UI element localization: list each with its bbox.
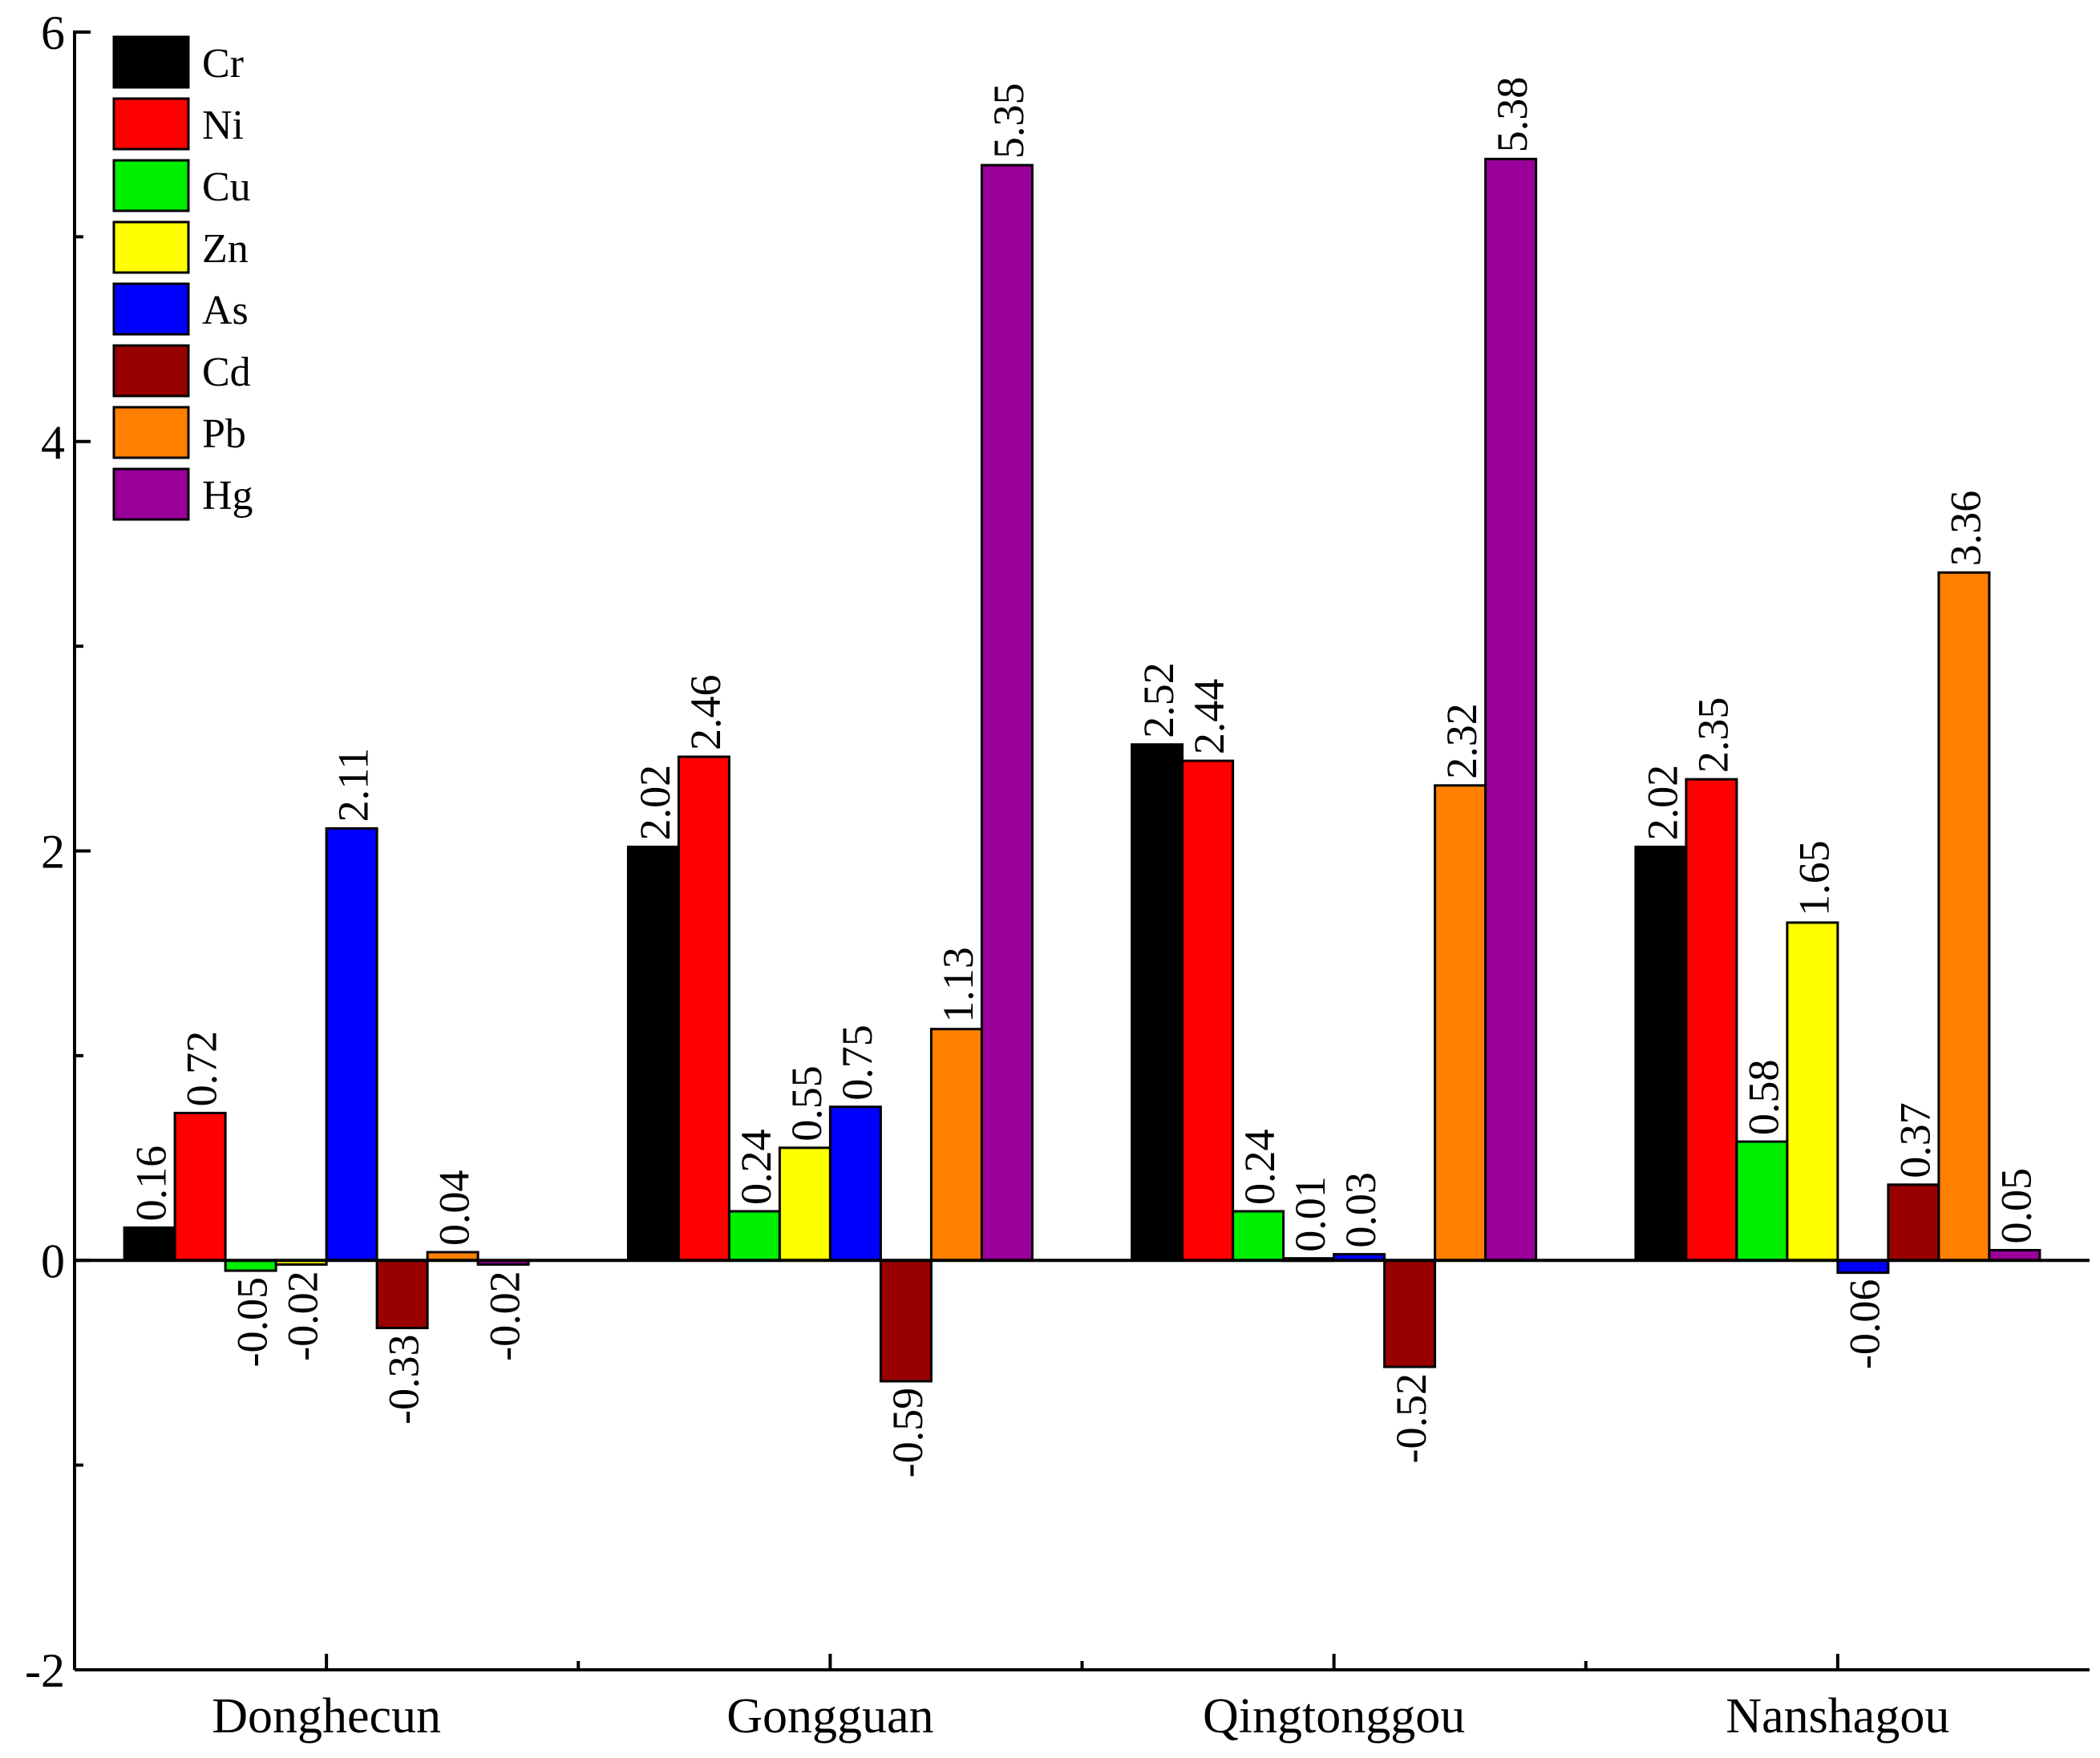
- axes-layer: -2 0 2 4 6 Donghecun Gongguan Qingtonggou Nansha…: [25, 6, 2090, 1744]
- data-label-cu-nanshagou: 0.58: [1739, 1060, 1787, 1136]
- bar-ni-gongguan: [677, 755, 730, 1262]
- bar-as-gongguan: [828, 1105, 882, 1262]
- y-tick-label: 6: [41, 6, 65, 59]
- data-label-zn-nanshagou: 1.65: [1790, 840, 1838, 916]
- bars-layer: [123, 157, 2041, 1383]
- legend-swatch-cd: [112, 344, 190, 398]
- bar-hg-gongguan: [980, 164, 1034, 1262]
- data-label-pb-nanshagou: 3.36: [1941, 491, 1989, 567]
- x-tick-label-nanshagou: Nanshagou: [1726, 1689, 1949, 1744]
- legend: Cr Ni Cu Zn As Cd Pb Hg: [112, 35, 253, 521]
- data-label-cd-donghecun: -0.33: [380, 1335, 428, 1425]
- legend-swatch-cu: [112, 159, 190, 212]
- data-label-ni-nanshagou: 2.35: [1689, 697, 1737, 774]
- bar-cd-qingtonggou: [1383, 1259, 1437, 1368]
- y-tick-label: 4: [41, 416, 65, 469]
- data-label-hg-qingtonggou: 5.38: [1488, 77, 1536, 153]
- bar-ni-nanshagou: [1685, 778, 1738, 1262]
- y-tick-label: 0: [41, 1235, 65, 1287]
- data-label-zn-donghecun: -0.02: [279, 1271, 327, 1360]
- data-label-cr-gongguan: 2.02: [631, 765, 679, 841]
- legend-label-ni: Ni: [202, 103, 244, 148]
- y-tick-label: 2: [41, 826, 65, 879]
- bar-cd-donghecun: [375, 1259, 429, 1330]
- data-label-zn-qingtonggou: 0.01: [1286, 1176, 1334, 1252]
- data-label-cr-nanshagou: 2.02: [1638, 765, 1686, 841]
- data-label-hg-nanshagou: 0.05: [1992, 1168, 2040, 1244]
- legend-swatch-ni: [112, 97, 190, 151]
- x-tick-label-qingtonggou: Qingtonggou: [1203, 1689, 1465, 1744]
- bar-ni-qingtonggou: [1181, 759, 1235, 1262]
- data-label-ni-donghecun: 0.72: [178, 1031, 226, 1107]
- data-label-as-donghecun: 2.11: [330, 748, 378, 822]
- bar-hg-qingtonggou: [1484, 157, 1538, 1262]
- legend-swatch-pb: [112, 406, 190, 459]
- data-label-ni-qingtonggou: 2.44: [1185, 679, 1233, 755]
- bar-cr-qingtonggou: [1131, 743, 1184, 1262]
- bar-cu-nanshagou: [1735, 1140, 1789, 1262]
- legend-label-hg: Hg: [202, 473, 253, 519]
- data-label-cr-qingtonggou: 2.52: [1135, 662, 1183, 738]
- data-label-cu-donghecun: -0.05: [229, 1277, 277, 1367]
- legend-swatch-as: [112, 282, 190, 336]
- bar-ni-donghecun: [173, 1111, 227, 1262]
- y-tick-label: -2: [25, 1644, 65, 1697]
- data-label-zn-gongguan: 0.55: [783, 1065, 831, 1142]
- bar-cd-gongguan: [879, 1259, 933, 1383]
- data-label-ni-gongguan: 2.46: [682, 675, 730, 751]
- legend-swatch-zn: [112, 220, 190, 274]
- data-label-cd-gongguan: -0.59: [884, 1388, 932, 1477]
- bar-as-nanshagou: [1836, 1259, 1890, 1275]
- bar-cr-nanshagou: [1634, 845, 1688, 1262]
- legend-label-cu: Cu: [202, 164, 251, 210]
- bar-pb-nanshagou: [1937, 571, 1991, 1262]
- bar-cu-gongguan: [727, 1210, 781, 1262]
- bar-pb-qingtonggou: [1434, 784, 1487, 1262]
- legend-label-cr: Cr: [202, 41, 244, 87]
- bar-cr-donghecun: [123, 1226, 176, 1262]
- data-labels-layer: 0.16 2.02 2.52 2.02 0.72 2.46 2.44 2.35 -0.05 0.2…: [127, 77, 2041, 1478]
- data-label-cd-nanshagou: 0.37: [1891, 1102, 1939, 1178]
- data-label-as-nanshagou: -0.06: [1840, 1279, 1888, 1369]
- legend-label-pb: Pb: [202, 411, 246, 457]
- data-label-cd-qingtonggou: -0.52: [1387, 1373, 1435, 1463]
- bar-pb-gongguan: [929, 1028, 983, 1262]
- data-label-pb-gongguan: 1.13: [934, 947, 982, 1023]
- data-label-pb-donghecun: 0.04: [431, 1170, 479, 1247]
- bar-cu-qingtonggou: [1232, 1210, 1285, 1262]
- data-label-cr-donghecun: 0.16: [127, 1146, 176, 1222]
- legend-swatch-cr: [112, 35, 190, 89]
- legend-label-as: As: [202, 288, 249, 333]
- data-label-hg-gongguan: 5.35: [985, 83, 1033, 160]
- bar-cd-nanshagou: [1887, 1183, 1940, 1262]
- bar-zn-gongguan: [778, 1146, 832, 1262]
- data-label-as-qingtonggou: 0.03: [1337, 1172, 1385, 1248]
- data-label-cu-gongguan: 0.24: [732, 1130, 780, 1206]
- legend-swatch-hg: [112, 467, 190, 521]
- data-label-cu-qingtonggou: 0.24: [1236, 1130, 1284, 1206]
- legend-label-cd: Cd: [202, 350, 251, 395]
- x-tick-label-gongguan: Gongguan: [726, 1689, 933, 1744]
- bar-zn-nanshagou: [1786, 921, 1839, 1262]
- data-label-as-gongguan: 0.75: [833, 1024, 881, 1101]
- bar-cr-gongguan: [626, 845, 680, 1262]
- data-label-hg-donghecun: -0.02: [481, 1271, 529, 1360]
- legend-label-zn: Zn: [202, 226, 249, 272]
- data-label-pb-qingtonggou: 2.32: [1438, 703, 1486, 779]
- x-tick-label-donghecun: Donghecun: [212, 1689, 441, 1744]
- bar-as-donghecun: [325, 826, 378, 1262]
